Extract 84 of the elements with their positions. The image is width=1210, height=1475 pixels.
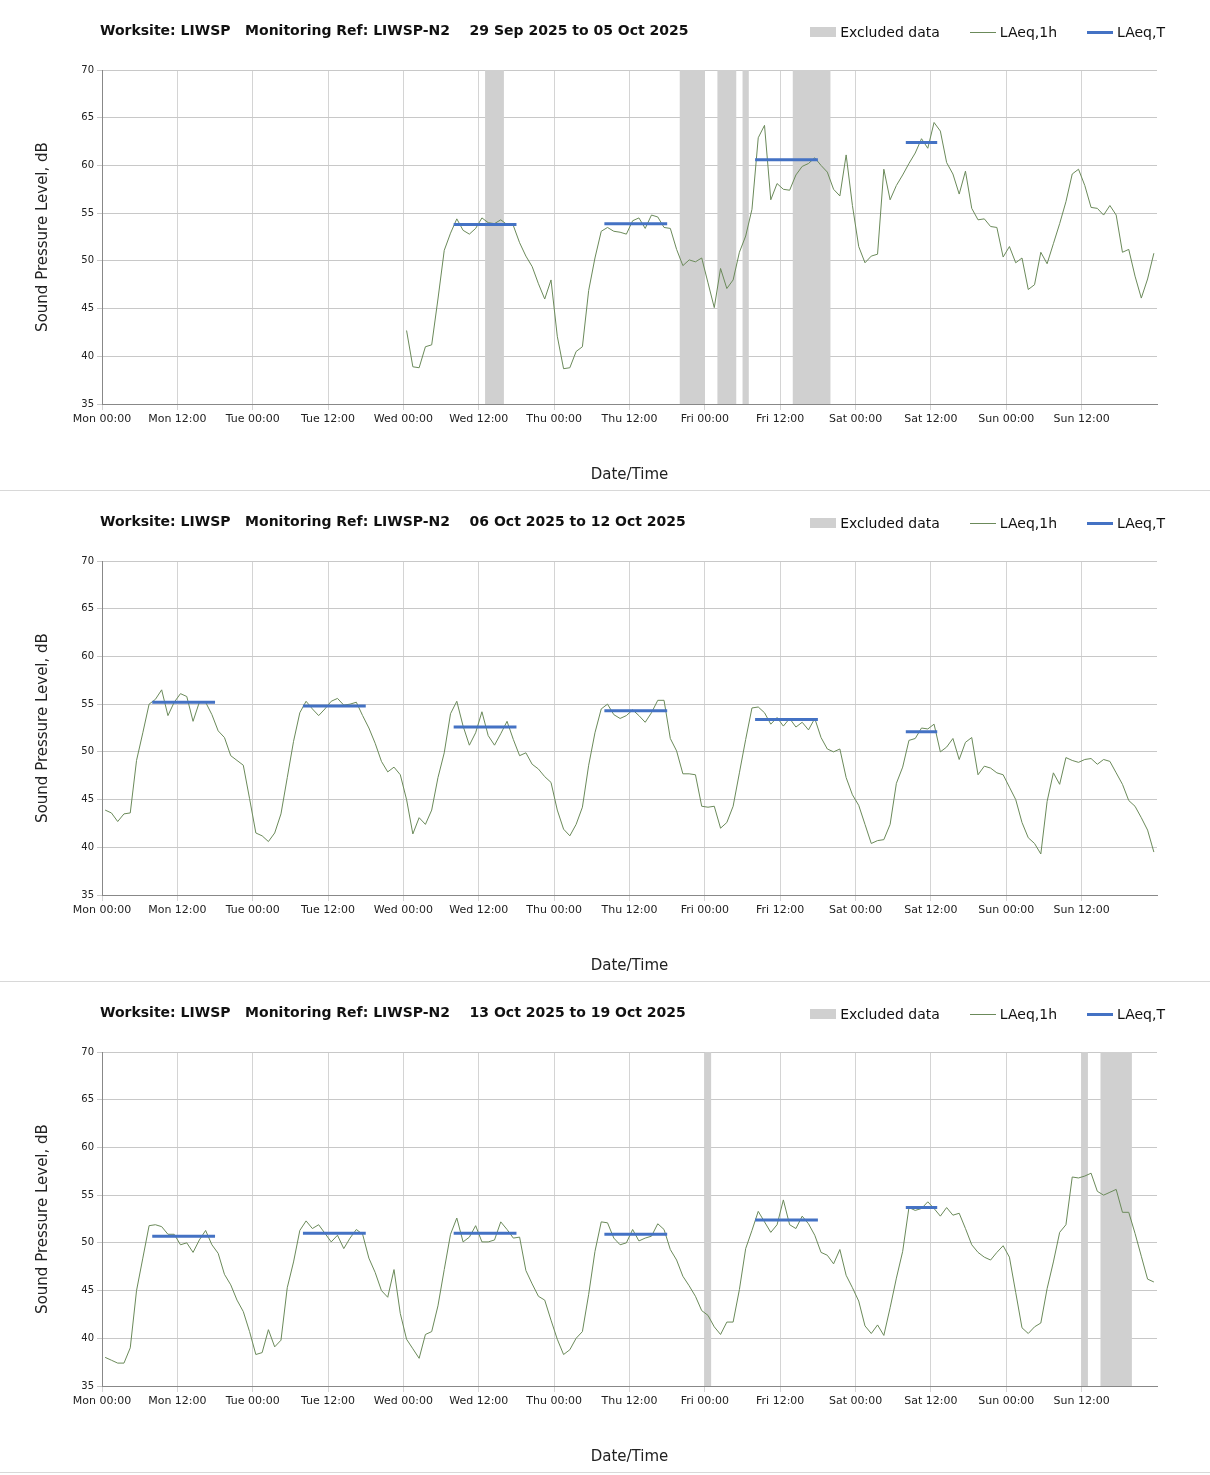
y-tick-label: 60 <box>81 159 94 171</box>
y-tick-label: 35 <box>81 1379 94 1391</box>
y-tick-label: 45 <box>81 793 94 805</box>
x-tick-label: Sat 12:00 <box>904 412 958 426</box>
y-tick-label: 35 <box>81 888 94 900</box>
y-axis-title: Sound Pressure Level, dB <box>32 633 51 823</box>
x-tick-label: Fri 00:00 <box>680 1394 730 1408</box>
chart-title: Worksite: LIWSP Monitoring Ref: LIWSP-N2 06 Oct 2025 to 12 Oct 2025 <box>100 513 686 529</box>
x-tick-label: Thu 12:00 <box>600 412 658 426</box>
y-tick-label: 70 <box>81 554 94 566</box>
x-tick-label: Sun 12:00 <box>1053 1394 1110 1408</box>
y-tick-label: 50 <box>81 1236 94 1248</box>
x-tick-label: Tue 12:00 <box>300 412 356 426</box>
y-tick-label: 50 <box>81 745 94 757</box>
x-axis-title: Date/Time <box>590 464 669 483</box>
x-tick-label: Sat 00:00 <box>828 903 883 917</box>
x-tick-label: Fri 00:00 <box>680 903 730 917</box>
y-tick-label: 60 <box>81 650 94 662</box>
x-tick-label: Sun 00:00 <box>978 412 1035 426</box>
legend-label: LAeq,T <box>1117 515 1165 531</box>
x-tick-label: Mon 12:00 <box>148 903 207 917</box>
x-tick-label: Mon 12:00 <box>148 412 207 426</box>
x-tick-label: Sat 00:00 <box>828 412 883 426</box>
y-tick-label: 40 <box>81 1331 94 1343</box>
x-tick-label: Wed 00:00 <box>373 1394 434 1408</box>
x-tick-label: Mon 12:00 <box>148 1394 207 1408</box>
x-tick-label: Wed 00:00 <box>373 903 434 917</box>
x-tick-label: Sat 12:00 <box>904 903 958 917</box>
x-tick-label: Thu 00:00 <box>525 903 583 917</box>
chart-title: Worksite: LIWSP Monitoring Ref: LIWSP-N2 13 Oct 2025 to 19 Oct 2025 <box>100 1004 686 1020</box>
chart-title: Worksite: LIWSP Monitoring Ref: LIWSP-N2 29 Sep 2025 to 05 Oct 2025 <box>100 22 689 38</box>
x-tick-label: Wed 12:00 <box>449 1394 509 1408</box>
x-tick-label: Sat 12:00 <box>904 1394 958 1408</box>
x-tick-label: Fri 12:00 <box>756 903 805 917</box>
y-axis-title: Sound Pressure Level, dB <box>32 142 51 332</box>
x-tick-label: Mon 00:00 <box>72 412 132 426</box>
y-tick-label: 55 <box>81 697 94 709</box>
x-tick-label: Wed 12:00 <box>449 412 509 426</box>
x-axis-title: Date/Time <box>590 1446 669 1465</box>
y-tick-label: 55 <box>81 206 94 218</box>
legend-label: LAeq,1h <box>999 515 1058 531</box>
x-tick-label: Fri 12:00 <box>756 1394 805 1408</box>
x-tick-label: Mon 00:00 <box>72 903 132 917</box>
legend-label: LAeq,1h <box>999 1006 1058 1022</box>
x-tick-label: Wed 00:00 <box>373 412 434 426</box>
x-tick-label: Tue 12:00 <box>300 1394 356 1408</box>
y-tick-label: 70 <box>81 63 94 75</box>
y-tick-label: 65 <box>81 602 94 614</box>
x-tick-label: Sun 00:00 <box>978 903 1035 917</box>
y-tick-label: 60 <box>81 1141 94 1153</box>
x-tick-label: Sun 00:00 <box>978 1394 1035 1408</box>
x-tick-label: Sun 12:00 <box>1053 903 1110 917</box>
y-tick-label: 65 <box>81 111 94 123</box>
x-tick-label: Tue 00:00 <box>224 903 280 917</box>
y-tick-label: 35 <box>81 397 94 409</box>
y-tick-label: 55 <box>81 1188 94 1200</box>
y-axis-title: Sound Pressure Level, dB <box>32 1124 51 1314</box>
legend-label: Excluded data <box>840 1006 940 1022</box>
y-tick-label: 50 <box>81 254 94 266</box>
x-tick-label: Tue 00:00 <box>224 412 280 426</box>
y-tick-label: 65 <box>81 1093 94 1105</box>
y-tick-label: 45 <box>81 1284 94 1296</box>
y-tick-label: 40 <box>81 840 94 852</box>
text: Excluded data <box>840 515 940 531</box>
y-tick-label: 40 <box>81 349 94 361</box>
x-tick-label: Wed 12:00 <box>449 903 509 917</box>
legend-label: LAeq,1h <box>999 24 1058 40</box>
x-tick-label: Sun 12:00 <box>1053 412 1110 426</box>
y-tick-label: 70 <box>81 1045 94 1057</box>
x-tick-label: Mon 00:00 <box>72 1394 132 1408</box>
legend-label: Excluded data <box>840 24 940 40</box>
x-tick-label: Thu 12:00 <box>600 903 658 917</box>
legend-label: LAeq,T <box>1117 1006 1165 1022</box>
y-tick-label: 45 <box>81 302 94 314</box>
x-tick-label: Tue 00:00 <box>224 1394 280 1408</box>
x-tick-label: Thu 12:00 <box>600 1394 658 1408</box>
legend-label: LAeq,T <box>1117 24 1165 40</box>
x-tick-label: Thu 00:00 <box>525 412 583 426</box>
x-tick-label: Fri 12:00 <box>756 412 805 426</box>
x-tick-label: Fri 00:00 <box>680 412 730 426</box>
x-tick-label: Thu 00:00 <box>525 1394 583 1408</box>
x-tick-label: Sat 00:00 <box>828 1394 883 1408</box>
x-tick-label: Tue 12:00 <box>300 903 356 917</box>
x-axis-title: Date/Time <box>590 955 669 974</box>
